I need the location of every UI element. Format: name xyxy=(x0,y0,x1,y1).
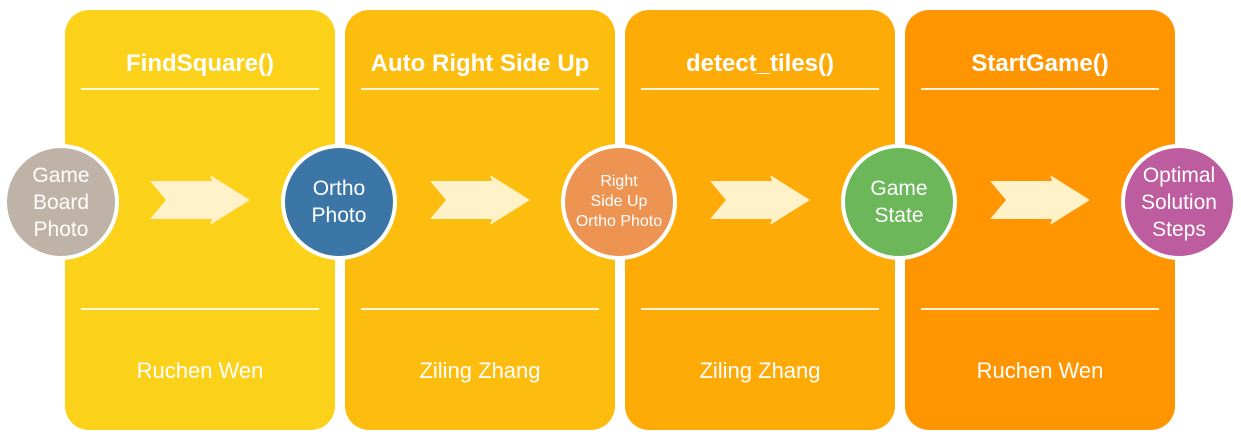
node-ortho-photo: Ortho Photo xyxy=(281,144,397,260)
divider xyxy=(361,308,599,310)
node-label: Game State xyxy=(870,177,928,227)
stage-title: detect_tiles() xyxy=(685,50,835,77)
divider xyxy=(361,88,599,90)
node-game-board-photo: Game Board Photo xyxy=(3,144,119,260)
node-right-side-up-ortho-photo: Right Side Up Ortho Photo xyxy=(561,144,677,260)
node-label: Ortho Photo xyxy=(311,177,367,227)
node-label: Game Board Photo xyxy=(32,163,90,241)
flow-arrow-icon xyxy=(710,175,810,225)
stage-author: Ziling Zhang xyxy=(699,358,821,383)
flow-arrow-icon xyxy=(150,175,250,225)
stage-title: StartGame() xyxy=(971,50,1109,77)
node-label: Optimal Solution Steps xyxy=(1141,163,1217,241)
divider xyxy=(921,308,1159,310)
stage-author: Ruchen Wen xyxy=(976,358,1104,383)
stage-title: Auto Right Side Up xyxy=(370,50,590,77)
node-game-state: Game State xyxy=(841,144,957,260)
stage-author: Ruchen Wen xyxy=(136,358,264,383)
flow-arrow-icon xyxy=(430,175,530,225)
divider xyxy=(81,308,319,310)
divider xyxy=(921,88,1159,90)
flow-arrow-icon xyxy=(990,175,1090,225)
node-label: Right Side Up Ortho Photo xyxy=(575,173,663,230)
stage-author: Ziling Zhang xyxy=(419,358,541,383)
divider xyxy=(81,88,319,90)
divider xyxy=(641,308,879,310)
node-optimal-solution-steps: Optimal Solution Steps xyxy=(1121,144,1237,260)
stage-title: FindSquare() xyxy=(126,50,274,77)
divider xyxy=(641,88,879,90)
